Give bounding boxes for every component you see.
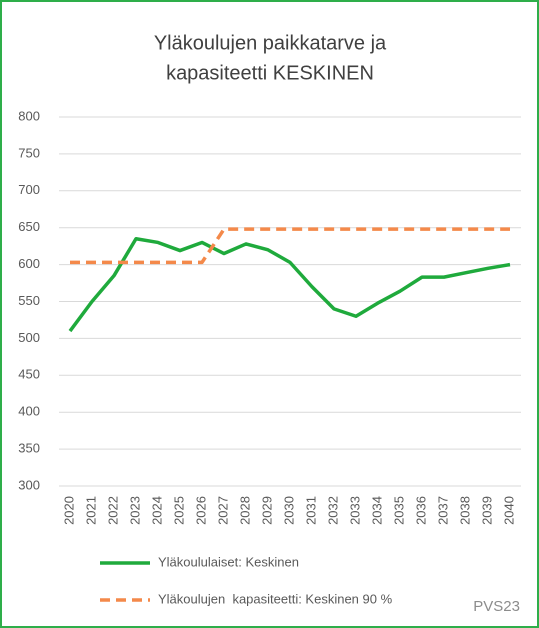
y-tick-label: 750 xyxy=(18,145,40,160)
x-tick-label: 2030 xyxy=(281,496,296,525)
x-tick-label: 2033 xyxy=(347,496,362,525)
legend-label: Yläkoulujen kapasiteetti: Keskinen 90 % xyxy=(158,591,393,606)
x-tick-label: 2034 xyxy=(369,496,384,525)
series-line xyxy=(70,227,510,265)
y-tick-label: 550 xyxy=(18,293,40,308)
x-tick-label: 2027 xyxy=(215,496,230,525)
y-tick-label: 800 xyxy=(18,108,40,123)
y-tick-label: 600 xyxy=(18,256,40,271)
x-tick-label: 2025 xyxy=(171,496,186,525)
x-tick-label: 2024 xyxy=(149,496,164,525)
series-line xyxy=(68,237,511,333)
y-tick-label: 650 xyxy=(18,219,40,234)
x-tick-label: 2026 xyxy=(193,496,208,525)
y-tick-label: 450 xyxy=(18,367,40,382)
chart-title: kapasiteetti KESKINEN xyxy=(166,62,374,84)
y-tick-label: 500 xyxy=(18,330,40,345)
x-tick-label: 2037 xyxy=(435,496,450,525)
x-tick-label: 2028 xyxy=(237,496,252,525)
y-tick-label: 400 xyxy=(18,404,40,419)
x-tick-label: 2036 xyxy=(413,496,428,525)
x-tick-label: 2039 xyxy=(479,496,494,525)
x-tick-label: 2035 xyxy=(391,496,406,525)
x-tick-label: 2031 xyxy=(303,496,318,525)
x-tick-label: 2021 xyxy=(83,496,98,525)
x-tick-label: 2023 xyxy=(127,496,142,525)
y-tick-label: 700 xyxy=(18,182,40,197)
x-tick-label: 2029 xyxy=(259,496,274,525)
legend-label: Yläkoululaiset: Keskinen xyxy=(158,554,299,569)
x-tick-label: 2038 xyxy=(457,496,472,525)
x-tick-label: 2022 xyxy=(105,496,120,525)
x-tick-label: 2020 xyxy=(61,496,76,525)
chart-title: Yläkoulujen paikkatarve ja xyxy=(154,32,387,54)
y-tick-label: 350 xyxy=(18,441,40,456)
annotation: PVS23 xyxy=(473,598,520,615)
y-tick-label: 300 xyxy=(18,477,40,492)
x-tick-label: 2032 xyxy=(325,496,340,525)
x-tick-label: 2040 xyxy=(501,496,516,525)
